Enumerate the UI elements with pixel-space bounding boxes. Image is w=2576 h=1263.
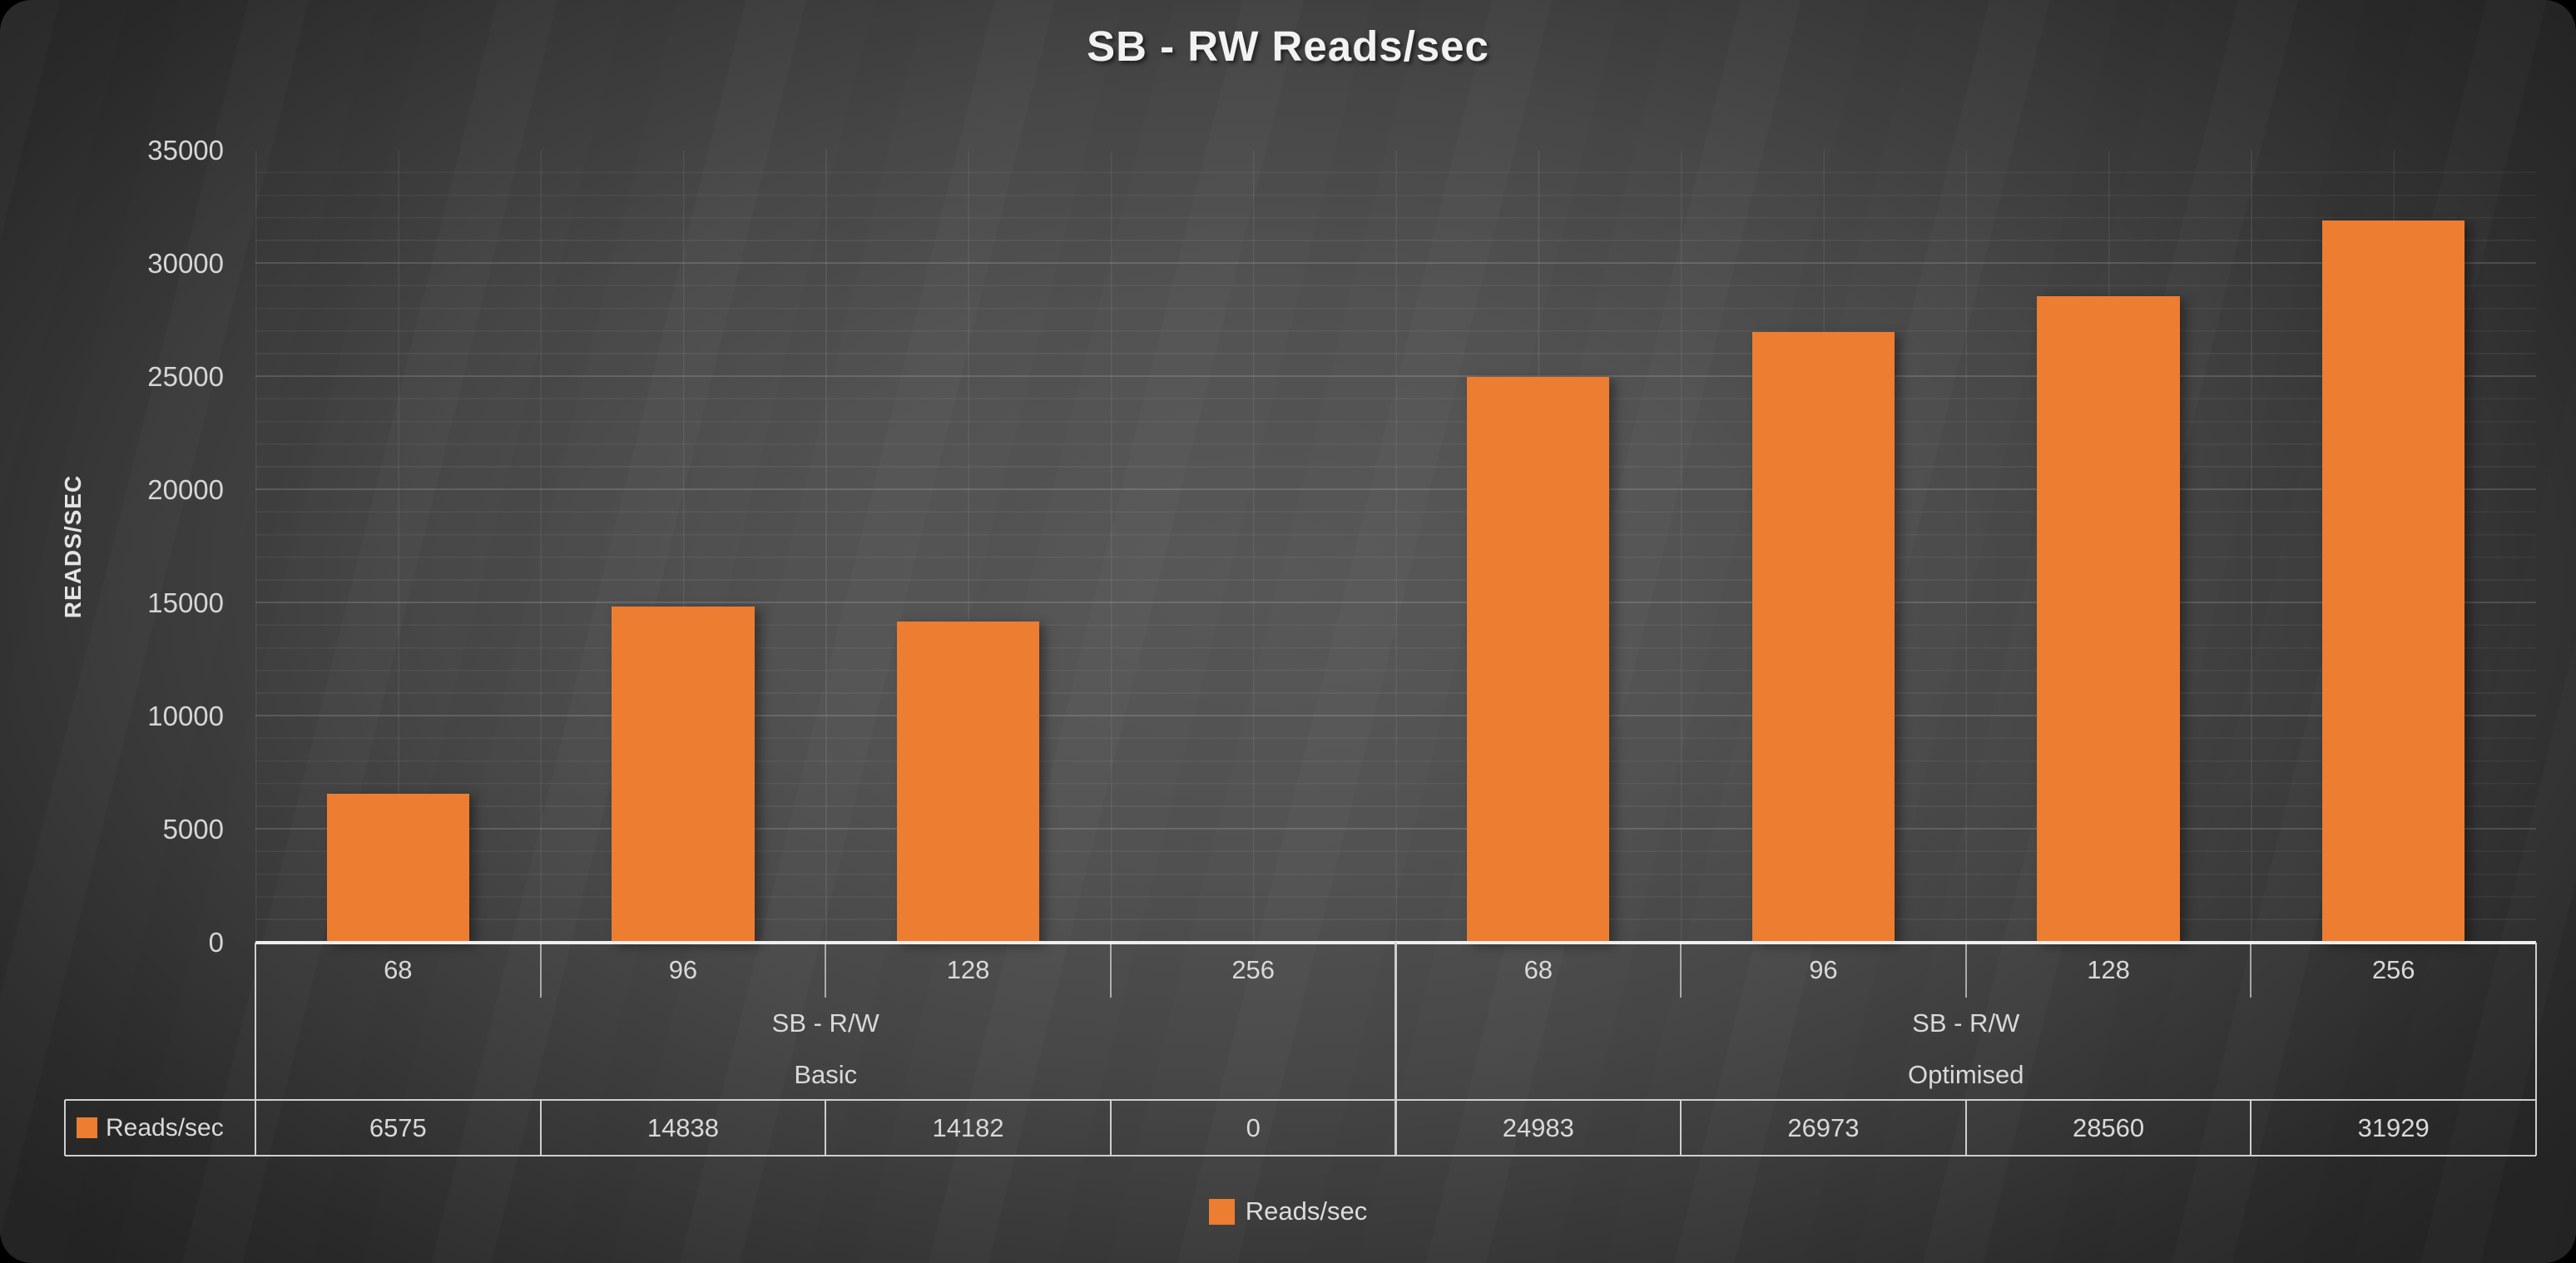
table-value-cell: 6575 [369, 1112, 427, 1142]
category-tick-divider [539, 943, 542, 998]
bar-128-Optimised [2037, 296, 2180, 943]
table-value-cell: 0 [1246, 1112, 1261, 1142]
legend: Reads/sec [0, 1188, 2576, 1235]
plot-area [255, 151, 2536, 943]
table-group-divider [1395, 943, 1397, 1156]
data-row-top-border [65, 1098, 2536, 1102]
data-table-series-key: Reads/sec [65, 1100, 255, 1156]
category-tick-divider [1680, 943, 1682, 998]
category-label: 68 [384, 955, 413, 984]
data-cell-divider [1109, 1100, 1112, 1156]
data-cell-divider [1680, 1100, 1682, 1156]
table-value-cell: 14182 [932, 1112, 1004, 1142]
category-tick-divider [825, 943, 827, 998]
bar-68-Optimised [1467, 377, 1610, 943]
y-tick-label-25000: 25000 [147, 361, 224, 392]
category-tick-divider [1964, 943, 1967, 998]
y-tick-label-15000: 15000 [147, 587, 224, 618]
data-cell-divider [825, 1100, 827, 1156]
group-label: SB - R/W [1912, 1008, 2020, 1038]
bar-128-Basic [896, 622, 1040, 943]
chart-title: SB - RW Reads/sec [1087, 22, 1489, 70]
bar-256-Optimised [2322, 220, 2465, 943]
category-tick-divider [1109, 943, 1112, 998]
y-axis-title: READS/SEC [60, 474, 86, 619]
bar-96-Optimised [1751, 332, 1895, 943]
category-label: 128 [2087, 955, 2130, 984]
data-cell-divider [1964, 1100, 1967, 1156]
y-tick-label-5000: 5000 [162, 814, 224, 844]
legend-label: Reads/sec [1245, 1196, 1368, 1226]
table-value-cell: 28560 [2072, 1112, 2145, 1142]
category-tick-divider [2250, 943, 2252, 998]
data-row-bottom-border [65, 1154, 2536, 1157]
category-label: 68 [1523, 955, 1553, 984]
table-left-border [254, 943, 257, 1156]
series-key-swatch [77, 1117, 97, 1138]
group-sublabel: Optimised [1907, 1059, 2024, 1089]
category-label: 96 [668, 955, 698, 984]
category-label: 96 [1809, 955, 1838, 984]
y-tick-label-30000: 30000 [147, 248, 224, 279]
category-label: 256 [2371, 955, 2415, 984]
key-cell-left-border [63, 1100, 67, 1156]
data-cell-divider [539, 1100, 542, 1156]
table-value-cell: 24983 [1502, 1112, 1574, 1142]
series-key-label: Reads/sec [106, 1113, 224, 1142]
legend-swatch-reads-per-sec [1208, 1198, 1235, 1225]
data-cell-divider [2250, 1100, 2252, 1156]
category-label: 256 [1231, 955, 1276, 984]
table-right-border [2534, 943, 2538, 1156]
table-value-cell: 26973 [1787, 1112, 1860, 1142]
y-tick-label-20000: 20000 [147, 474, 224, 505]
table-value-cell: 14838 [646, 1112, 720, 1142]
bar-68-Basic [326, 794, 469, 943]
category-label: 128 [946, 955, 990, 984]
y-tick-label-0: 0 [208, 927, 224, 958]
table-value-cell: 31929 [2357, 1112, 2430, 1142]
y-tick-label-10000: 10000 [147, 701, 224, 731]
y-tick-label-35000: 35000 [147, 135, 224, 166]
group-sublabel: Basic [794, 1059, 858, 1089]
group-label: SB - R/W [771, 1008, 879, 1038]
bar-96-Basic [612, 607, 755, 943]
